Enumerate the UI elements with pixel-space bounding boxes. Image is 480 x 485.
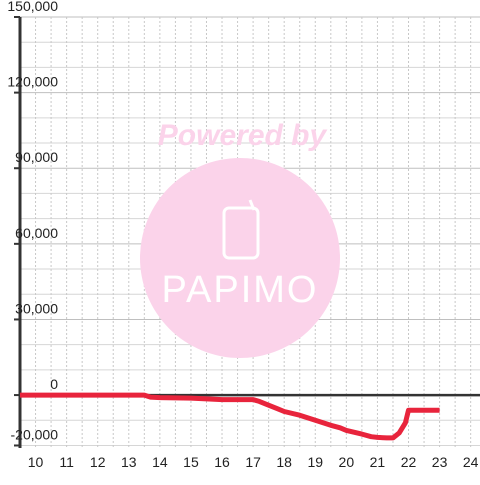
x-tick-label: 21	[370, 454, 386, 470]
x-tick-label: 22	[401, 454, 417, 470]
y-tick-label: -20,000	[11, 426, 59, 442]
series	[20, 392, 440, 441]
x-tick-label: 13	[121, 454, 137, 470]
x-tick-label: 19	[307, 454, 323, 470]
series-line	[20, 392, 440, 441]
x-tick-label: 18	[276, 454, 292, 470]
x-tick-label: 11	[59, 454, 74, 470]
brand-logo-text: PAPIMO	[162, 269, 319, 311]
phone-icon	[222, 199, 260, 260]
y-tick-label: 30,000	[15, 300, 58, 316]
x-tick-label: 20	[339, 454, 355, 470]
x-tick-label: 15	[183, 454, 199, 470]
x-tick-label: 14	[152, 454, 168, 470]
x-tick-label: 17	[245, 454, 261, 470]
x-tick-label: 23	[432, 454, 448, 470]
x-tick-label: 24	[463, 454, 479, 470]
y-tick-label: 150,000	[7, 0, 58, 14]
y-tick-label: 90,000	[15, 149, 58, 165]
y-tick-label: 0	[50, 376, 58, 392]
x-tick-label: 16	[214, 454, 230, 470]
tick-labels: 150,000 120,000 90,000 60,000 30,000 0 -20,000…	[7, 0, 478, 470]
y-tick-label: 120,000	[7, 74, 58, 90]
y-tick-label: 60,000	[15, 225, 58, 241]
x-tick-label: 10	[28, 454, 44, 470]
watermark: Powered by PAPIMO	[140, 119, 340, 358]
powered-by-text: Powered by	[158, 119, 328, 152]
x-tick-label: 12	[90, 454, 106, 470]
